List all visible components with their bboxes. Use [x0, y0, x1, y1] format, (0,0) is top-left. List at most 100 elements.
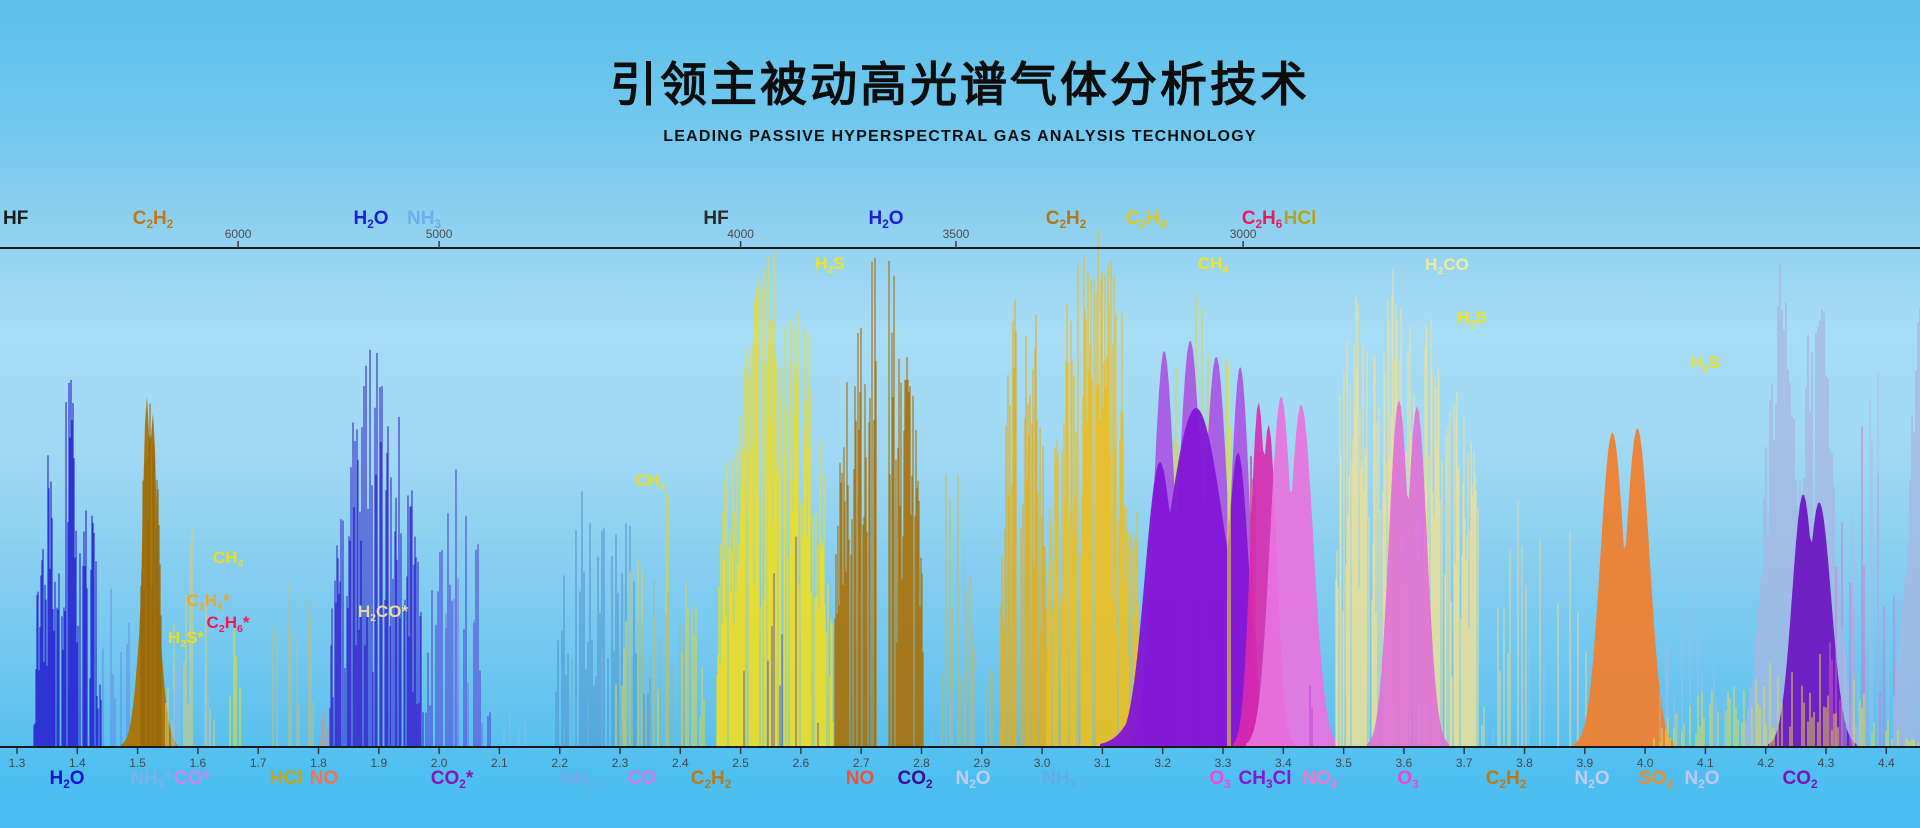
- peak-gas-label-10: H2CO*: [358, 602, 409, 624]
- x-tick-label-2.2: 2.2: [551, 756, 568, 770]
- peak-gas-label-0: H2S: [815, 254, 844, 276]
- band-co2-violet-blob: [1768, 494, 1857, 746]
- peak-gas-label-9: H2S*: [168, 628, 204, 650]
- bottom-gas-label-5: NO: [310, 768, 339, 789]
- band-khaki-3.7-sparse: [1481, 501, 1593, 746]
- band-nh3-1.58-blue: [171, 656, 209, 746]
- band-h2o-1.38-faint: [102, 588, 136, 746]
- x-tick-label-4.4: 4.4: [1878, 756, 1895, 770]
- band-sparse-2.85-blue: [931, 542, 987, 746]
- bottom-gas-label-1: H2O: [49, 768, 84, 791]
- top-tick-label-4000: 4000: [727, 227, 754, 241]
- band-h2s-2.55-yellow: [716, 252, 834, 746]
- bottom-gas-label-2: NH3*: [130, 768, 172, 791]
- x-tick-label-1.4: 1.4: [69, 756, 86, 770]
- band-noise-2.1: [503, 710, 526, 746]
- x-tick-label-3.4: 3.4: [1275, 756, 1292, 770]
- peak-gas-label-7: C2H4*: [187, 591, 230, 613]
- x-tick-label-3.7: 3.7: [1456, 756, 1473, 770]
- bottom-gas-label-10: NO: [846, 768, 875, 789]
- peak-gas-label-3: H2S: [1457, 308, 1486, 330]
- x-tick-label-1.7: 1.7: [250, 756, 267, 770]
- bottom-gas-label-17: O3: [1397, 768, 1419, 791]
- bottom-gas-label-16: NO2: [1302, 768, 1338, 791]
- top-gas-label-6: C2H2: [1046, 208, 1087, 231]
- bottom-gas-label-14: O3: [1209, 768, 1231, 791]
- top-gas-label-1: C2H2: [133, 208, 174, 231]
- bottom-gas-label-11: CO2: [897, 768, 933, 791]
- page-title: 引领主被动高光谱气体分析技术: [610, 58, 1310, 111]
- top-tick-label-3500: 3500: [943, 227, 970, 241]
- bottom-gas-label-20: SO2: [1639, 768, 1673, 791]
- band-o3-3.4-blob: [1367, 400, 1449, 746]
- bottom-gas-label-4: HCl: [270, 768, 303, 789]
- peak-gas-label-8: C2H6*: [207, 613, 250, 635]
- x-tick-label-3.9: 3.9: [1576, 756, 1593, 770]
- top-gas-label-3: NH3: [407, 208, 441, 231]
- bottom-axis-line: [0, 746, 1920, 748]
- x-tick-label-1.5: 1.5: [129, 756, 146, 770]
- top-gas-label-2: H2O: [353, 208, 388, 231]
- x-tick-label-3.2: 3.2: [1154, 756, 1171, 770]
- band-sparse-2.85-gold: [941, 473, 1001, 746]
- header: 引领主被动高光谱气体分析技术 LEADING PASSIVE HYPERSPEC…: [0, 0, 1920, 146]
- top-gas-label-4: HF: [703, 208, 728, 229]
- top-gas-label-7: C2H4: [1126, 208, 1167, 231]
- band-gold-3.08: [1046, 229, 1142, 746]
- peak-gas-label-4: H2S: [1690, 353, 1719, 375]
- top-tick-label-5000: 5000: [426, 227, 453, 241]
- bottom-gas-label-12: N2O: [955, 768, 990, 791]
- band-ch3cl-purple-main: [1100, 408, 1292, 746]
- top-tick-label-3000: 3000: [1230, 227, 1257, 241]
- peak-gas-label-2: H2CO: [1425, 255, 1469, 277]
- bottom-gas-label-6: CO2*: [431, 768, 474, 791]
- bottom-gas-label-13: NH3: [1042, 768, 1076, 791]
- x-tick-label-2.9: 2.9: [973, 756, 990, 770]
- x-tick-label-2: 2.0: [431, 756, 448, 770]
- band-h2s-2.55-blue: [743, 536, 819, 746]
- band-nh3-2.25: [555, 491, 651, 746]
- band-ch4-q-3.31: [1227, 364, 1231, 746]
- bottom-gas-label-22: CO2: [1782, 768, 1818, 791]
- x-tick-label-3: 3.0: [1034, 756, 1051, 770]
- x-tick-label-3.1: 3.1: [1094, 756, 1111, 770]
- band-no-1.81: [319, 710, 329, 746]
- top-gas-label-9: HCl: [1284, 208, 1317, 229]
- band-co2-2.03-violet: [439, 571, 483, 746]
- peak-gas-label-1: CH4: [1198, 254, 1229, 276]
- bottom-gas-label-8: CO: [628, 768, 657, 789]
- x-tick-label-2.7: 2.7: [853, 756, 870, 770]
- peak-gas-label-5: CH4: [635, 471, 666, 493]
- band-co2-2.03: [425, 469, 491, 746]
- bottom-gas-label-21: N2O: [1684, 768, 1719, 791]
- bottom-gas-label-19: N2O: [1574, 768, 1609, 791]
- x-tick-label-4.2: 4.2: [1757, 756, 1774, 770]
- top-axis-line: [0, 247, 1920, 249]
- x-tick-label-2.6: 2.6: [793, 756, 810, 770]
- band-peri-3.8: [1492, 564, 1578, 746]
- x-tick-label-4: 4.0: [1637, 756, 1654, 770]
- bottom-gas-label-3: CO*: [174, 768, 211, 789]
- band-peri-4.05: [1653, 591, 1737, 746]
- band-yellow-floor-right: [1653, 654, 1919, 746]
- band-co2-2.72-brown: [834, 257, 924, 746]
- band-so2-blob: [1574, 428, 1675, 746]
- x-tick-label-2.1: 2.1: [491, 756, 508, 770]
- page-subtitle: LEADING PASSIVE HYPERSPECTRAL GAS ANALYS…: [663, 128, 1257, 146]
- band-h2o-1.9: [329, 349, 424, 746]
- x-tick-label-3.3: 3.3: [1215, 756, 1232, 770]
- top-gas-label-8: C2H6: [1242, 208, 1283, 231]
- band-hcl-1.76: [272, 581, 314, 746]
- x-tick-label-2.5: 2.5: [732, 756, 749, 770]
- band-gold-2.97: [1000, 300, 1048, 746]
- band-ch4-1.66: [229, 617, 241, 746]
- x-tick-label-4.3: 4.3: [1818, 756, 1835, 770]
- x-tick-label-1.9: 1.9: [370, 756, 387, 770]
- x-tick-label-3.5: 3.5: [1335, 756, 1352, 770]
- x-tick-label-1.8: 1.8: [310, 756, 327, 770]
- x-tick-label-3.6: 3.6: [1396, 756, 1413, 770]
- band-peri-edge: [1893, 307, 1920, 746]
- top-gas-label-5: H2O: [868, 208, 903, 231]
